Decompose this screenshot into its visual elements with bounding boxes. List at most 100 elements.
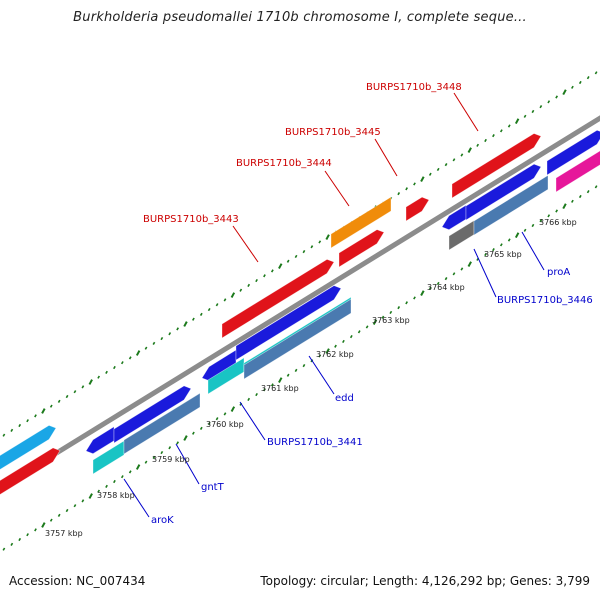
- gene-feature: [555, 150, 600, 193]
- tick-mark: [286, 373, 290, 377]
- gene-feature: [0, 447, 61, 495]
- tick-mark: [294, 254, 298, 259]
- tick-mark: [460, 153, 464, 157]
- gene-label-red[interactable]: BURPS1710b_3443: [143, 214, 239, 225]
- gene-feature: [473, 174, 549, 236]
- tick-mark: [405, 187, 408, 191]
- label-leader: [308, 355, 335, 395]
- tick-mark: [152, 341, 156, 345]
- gene-label-blue[interactable]: proA: [547, 267, 570, 278]
- tick-mark: [397, 192, 401, 196]
- tick-mark: [571, 85, 574, 89]
- features: [0, 129, 600, 495]
- kbp-label: 3762 kbp: [316, 350, 354, 359]
- tick-mark: [223, 298, 227, 302]
- tick-mark: [81, 499, 85, 503]
- label-leader: [453, 92, 479, 132]
- tick-mark: [10, 428, 14, 432]
- tick-mark: [436, 281, 440, 286]
- tick-mark: [325, 234, 330, 240]
- tick-mark: [270, 269, 274, 273]
- tick-mark: [452, 158, 456, 162]
- tick-mark: [325, 348, 330, 354]
- label-leader: [175, 443, 200, 485]
- tick-mark: [144, 460, 148, 464]
- tick-mark: [413, 182, 416, 186]
- tick-mark: [2, 433, 6, 437]
- tick-mark: [215, 303, 219, 307]
- gene-label-blue[interactable]: aroK: [151, 515, 174, 526]
- tick-mark: [594, 185, 598, 189]
- gene-label-red[interactable]: BURPS1710b_3448: [366, 82, 462, 93]
- tick-mark: [342, 339, 345, 344]
- tick-mark: [381, 315, 385, 319]
- tick-mark: [452, 272, 456, 276]
- tick-mark: [444, 277, 448, 281]
- tick-mark: [263, 388, 266, 392]
- tick-mark: [120, 361, 124, 365]
- gene-label-blue[interactable]: gntT: [201, 482, 225, 493]
- tick-mark: [413, 296, 416, 300]
- tick-mark: [578, 194, 582, 199]
- tick-mark: [144, 346, 148, 350]
- tick-mark: [168, 446, 172, 450]
- tick-mark: [294, 368, 298, 373]
- tick-mark: [405, 301, 408, 305]
- gene-feature: [113, 385, 192, 444]
- label-leader: [324, 170, 350, 207]
- tick-mark: [41, 522, 46, 528]
- tick-mark: [420, 290, 425, 296]
- tick-mark: [230, 406, 236, 412]
- label-leader: [239, 401, 266, 441]
- tick-mark: [18, 537, 22, 542]
- kbp-label: 3764 kbp: [427, 283, 465, 292]
- tick-mark: [73, 390, 77, 394]
- tick-mark: [278, 377, 283, 383]
- gene-feature: [330, 196, 392, 249]
- tick-mark: [302, 249, 306, 254]
- gene-feature: [546, 129, 600, 176]
- tick-mark: [555, 95, 559, 99]
- gene-feature: [465, 163, 542, 221]
- tick-mark: [113, 479, 116, 484]
- tick-mark: [547, 214, 551, 218]
- tick-mark: [310, 245, 314, 249]
- tick-mark: [523, 228, 527, 232]
- tick-mark: [255, 392, 258, 397]
- gene-label-blue[interactable]: BURPS1710b_3446: [497, 295, 593, 306]
- tick-mark: [263, 274, 266, 278]
- tick-marks: [2, 71, 598, 551]
- tick-mark: [26, 533, 29, 537]
- tick-mark: [183, 435, 188, 441]
- gene-label-red[interactable]: BURPS1710b_3444: [236, 158, 332, 169]
- tick-mark: [436, 167, 440, 172]
- tick-mark: [514, 232, 520, 239]
- tick-mark: [562, 89, 567, 96]
- tick-mark: [531, 109, 535, 114]
- labels: 3757 kbp 3758 kbp 3759 kbp 3760 kbp 3761…: [45, 82, 593, 538]
- tick-mark: [586, 190, 590, 194]
- tick-mark: [499, 129, 503, 133]
- tick-mark: [88, 379, 93, 385]
- tick-mark: [484, 252, 487, 257]
- tick-mark: [365, 325, 369, 329]
- tick-mark: [41, 408, 46, 414]
- tick-mark: [192, 317, 195, 321]
- gene-label-red[interactable]: BURPS1710b_3445: [285, 127, 381, 138]
- gene-label-blue[interactable]: edd: [335, 393, 354, 404]
- tick-mark: [492, 134, 495, 138]
- gene-label-blue[interactable]: BURPS1710b_3441: [267, 437, 363, 448]
- tick-mark: [523, 114, 527, 118]
- tick-mark: [334, 344, 337, 348]
- tick-mark: [168, 332, 172, 336]
- tick-mark: [18, 423, 22, 428]
- tick-mark: [199, 312, 203, 316]
- tick-mark: [586, 76, 590, 80]
- gene-feature: [405, 196, 430, 222]
- gene-feature: [0, 425, 57, 470]
- genome-summary: Topology: circular; Length: 4,126,292 bp…: [260, 574, 590, 588]
- tick-mark: [215, 417, 219, 421]
- gene-feature: [243, 298, 352, 380]
- label-leaders: [123, 92, 545, 518]
- tick-mark: [113, 365, 116, 370]
